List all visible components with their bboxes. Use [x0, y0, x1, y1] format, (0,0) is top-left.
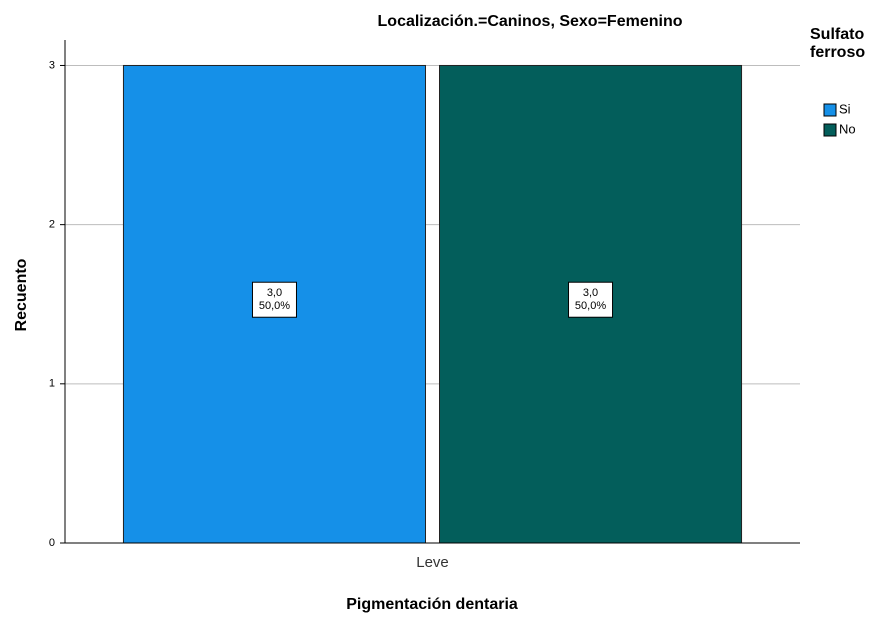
y-tick-label: 2	[49, 219, 55, 231]
x-tick-label: Leve	[416, 554, 449, 571]
y-axis-label: Recuento	[13, 258, 30, 331]
data-label: 3,0	[583, 287, 598, 299]
chart-title: Localización.=Caninos, Sexo=Femenino	[378, 13, 683, 30]
data-label: 50,0%	[575, 300, 606, 312]
legend-label: No	[839, 121, 856, 136]
legend-title: Sulfato	[810, 26, 864, 43]
legend-swatch	[823, 103, 837, 117]
x-axis-label: Pigmentación dentaria	[346, 596, 518, 613]
y-tick-label: 3	[49, 59, 55, 71]
data-label: 3,0	[267, 287, 282, 299]
legend-label: Si	[839, 101, 851, 116]
data-label-box	[251, 281, 297, 318]
legend-title: ferroso	[810, 44, 865, 61]
data-label-box	[568, 281, 614, 318]
y-tick-label: 0	[49, 537, 55, 549]
legend-swatch	[823, 123, 837, 137]
y-tick-label: 1	[49, 378, 55, 390]
data-label: 50,0%	[259, 300, 290, 312]
